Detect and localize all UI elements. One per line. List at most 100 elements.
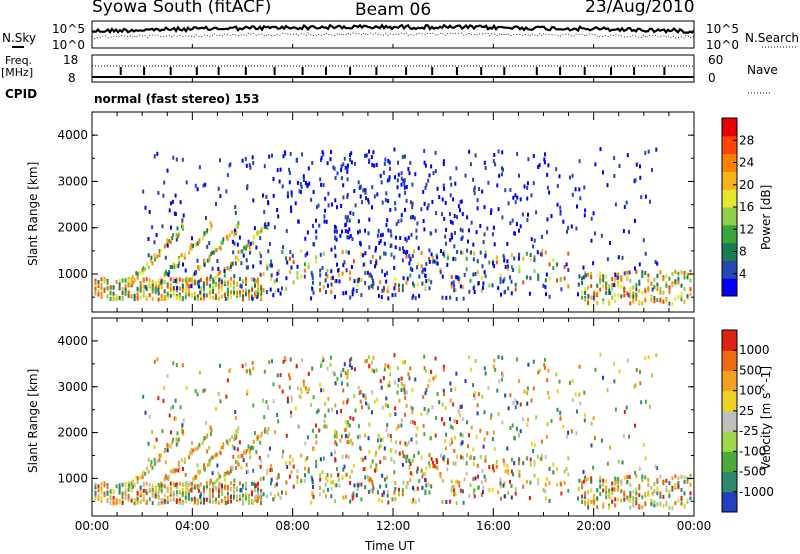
power-cell <box>383 251 385 256</box>
power-cell <box>251 155 254 160</box>
velocity-cell <box>659 502 662 507</box>
power-cell <box>647 149 650 154</box>
velocity-cell <box>382 376 385 381</box>
power-colorbar-swatch <box>722 153 737 172</box>
power-cell <box>421 281 424 286</box>
velocity-cell <box>319 473 322 477</box>
velocity-cell <box>277 473 280 478</box>
velocity-cell <box>209 432 212 437</box>
power-cell <box>478 187 481 191</box>
power-cell <box>307 265 310 270</box>
power-cell <box>431 259 434 264</box>
power-cell <box>435 261 438 265</box>
velocity-cell <box>689 474 692 479</box>
velocity-cell <box>381 405 384 410</box>
power-cell <box>352 290 355 294</box>
power-cell <box>370 283 373 288</box>
freq-spike <box>375 67 378 75</box>
velocity-cell <box>348 440 351 445</box>
velocity-cell <box>532 359 535 364</box>
power-cell <box>169 293 172 298</box>
velocity-cell <box>450 437 453 442</box>
power-cell <box>617 255 620 260</box>
freq-spike <box>633 67 636 75</box>
power-cell <box>216 259 219 263</box>
power-cell <box>617 280 620 285</box>
velocity-cell <box>689 491 692 496</box>
power-cell <box>263 210 266 215</box>
velocity-cell <box>342 467 345 472</box>
power-cell <box>530 237 533 242</box>
power-cell <box>209 274 212 279</box>
velocity-cell <box>145 481 148 486</box>
power-cell <box>100 291 103 296</box>
velocity-cell <box>400 388 403 392</box>
power-cell <box>380 295 383 300</box>
velocity-cell <box>130 487 133 492</box>
time-tick-label: 12:00 <box>376 519 411 533</box>
velocity-cell <box>191 481 193 486</box>
velocity-cell <box>197 445 199 450</box>
velocity-cell <box>626 479 629 484</box>
velocity-cell <box>609 445 611 450</box>
velocity-cell <box>172 361 175 366</box>
power-cell <box>193 293 196 298</box>
velocity-cell <box>220 484 223 489</box>
power-ylabel: Slant Range [km] <box>26 161 40 266</box>
power-cell <box>350 151 353 156</box>
power-cell <box>425 262 428 267</box>
power-cell <box>404 236 407 241</box>
power-cell <box>187 288 190 293</box>
velocity-cell <box>423 366 426 371</box>
power-cell <box>157 191 160 195</box>
velocity-cell <box>327 408 330 413</box>
power-cell <box>238 235 241 240</box>
velocity-cell <box>136 496 139 501</box>
power-cell <box>131 275 134 280</box>
velocity-cell <box>453 419 456 423</box>
velocity-cell <box>97 484 100 489</box>
power-cell <box>590 216 593 221</box>
velocity-cell <box>322 489 325 494</box>
velocity-cell <box>286 396 289 401</box>
power-cell <box>689 292 692 297</box>
power-cell <box>424 285 427 290</box>
velocity-cell <box>130 485 133 489</box>
power-cell <box>151 225 154 230</box>
power-cell <box>321 265 324 270</box>
velocity-cell <box>267 426 270 431</box>
velocity-cell <box>196 485 199 490</box>
velocity-cell <box>370 360 373 365</box>
power-cell <box>387 296 390 301</box>
velocity-cell <box>455 371 458 376</box>
velocity-cell <box>420 468 423 473</box>
velocity-cell <box>334 429 336 434</box>
velocity-cell <box>371 459 374 464</box>
velocity-cell <box>304 386 307 391</box>
velocity-cell <box>467 444 469 449</box>
velocity-cell <box>665 478 668 483</box>
power-cell <box>341 229 343 234</box>
power-cell <box>503 258 506 263</box>
velocity-cell <box>398 451 401 456</box>
velocity-cell <box>169 486 172 491</box>
power-cell <box>182 213 185 218</box>
power-cell <box>168 239 171 244</box>
velocity-cell <box>368 355 370 360</box>
power-cell <box>364 262 367 267</box>
velocity-cell <box>629 505 632 510</box>
power-cell <box>638 281 641 286</box>
power-cell <box>565 262 568 267</box>
velocity-cell <box>165 474 168 479</box>
power-cell <box>394 276 397 281</box>
power-cell <box>193 281 196 286</box>
velocity-cell <box>209 425 212 430</box>
power-cell <box>398 246 401 251</box>
power-cell <box>151 279 154 284</box>
power-cell <box>394 175 396 180</box>
velocity-cell <box>311 480 314 485</box>
power-cell <box>270 273 273 278</box>
velocity-cell <box>514 398 517 403</box>
velocity-cell <box>252 366 255 371</box>
power-cell <box>166 243 169 248</box>
